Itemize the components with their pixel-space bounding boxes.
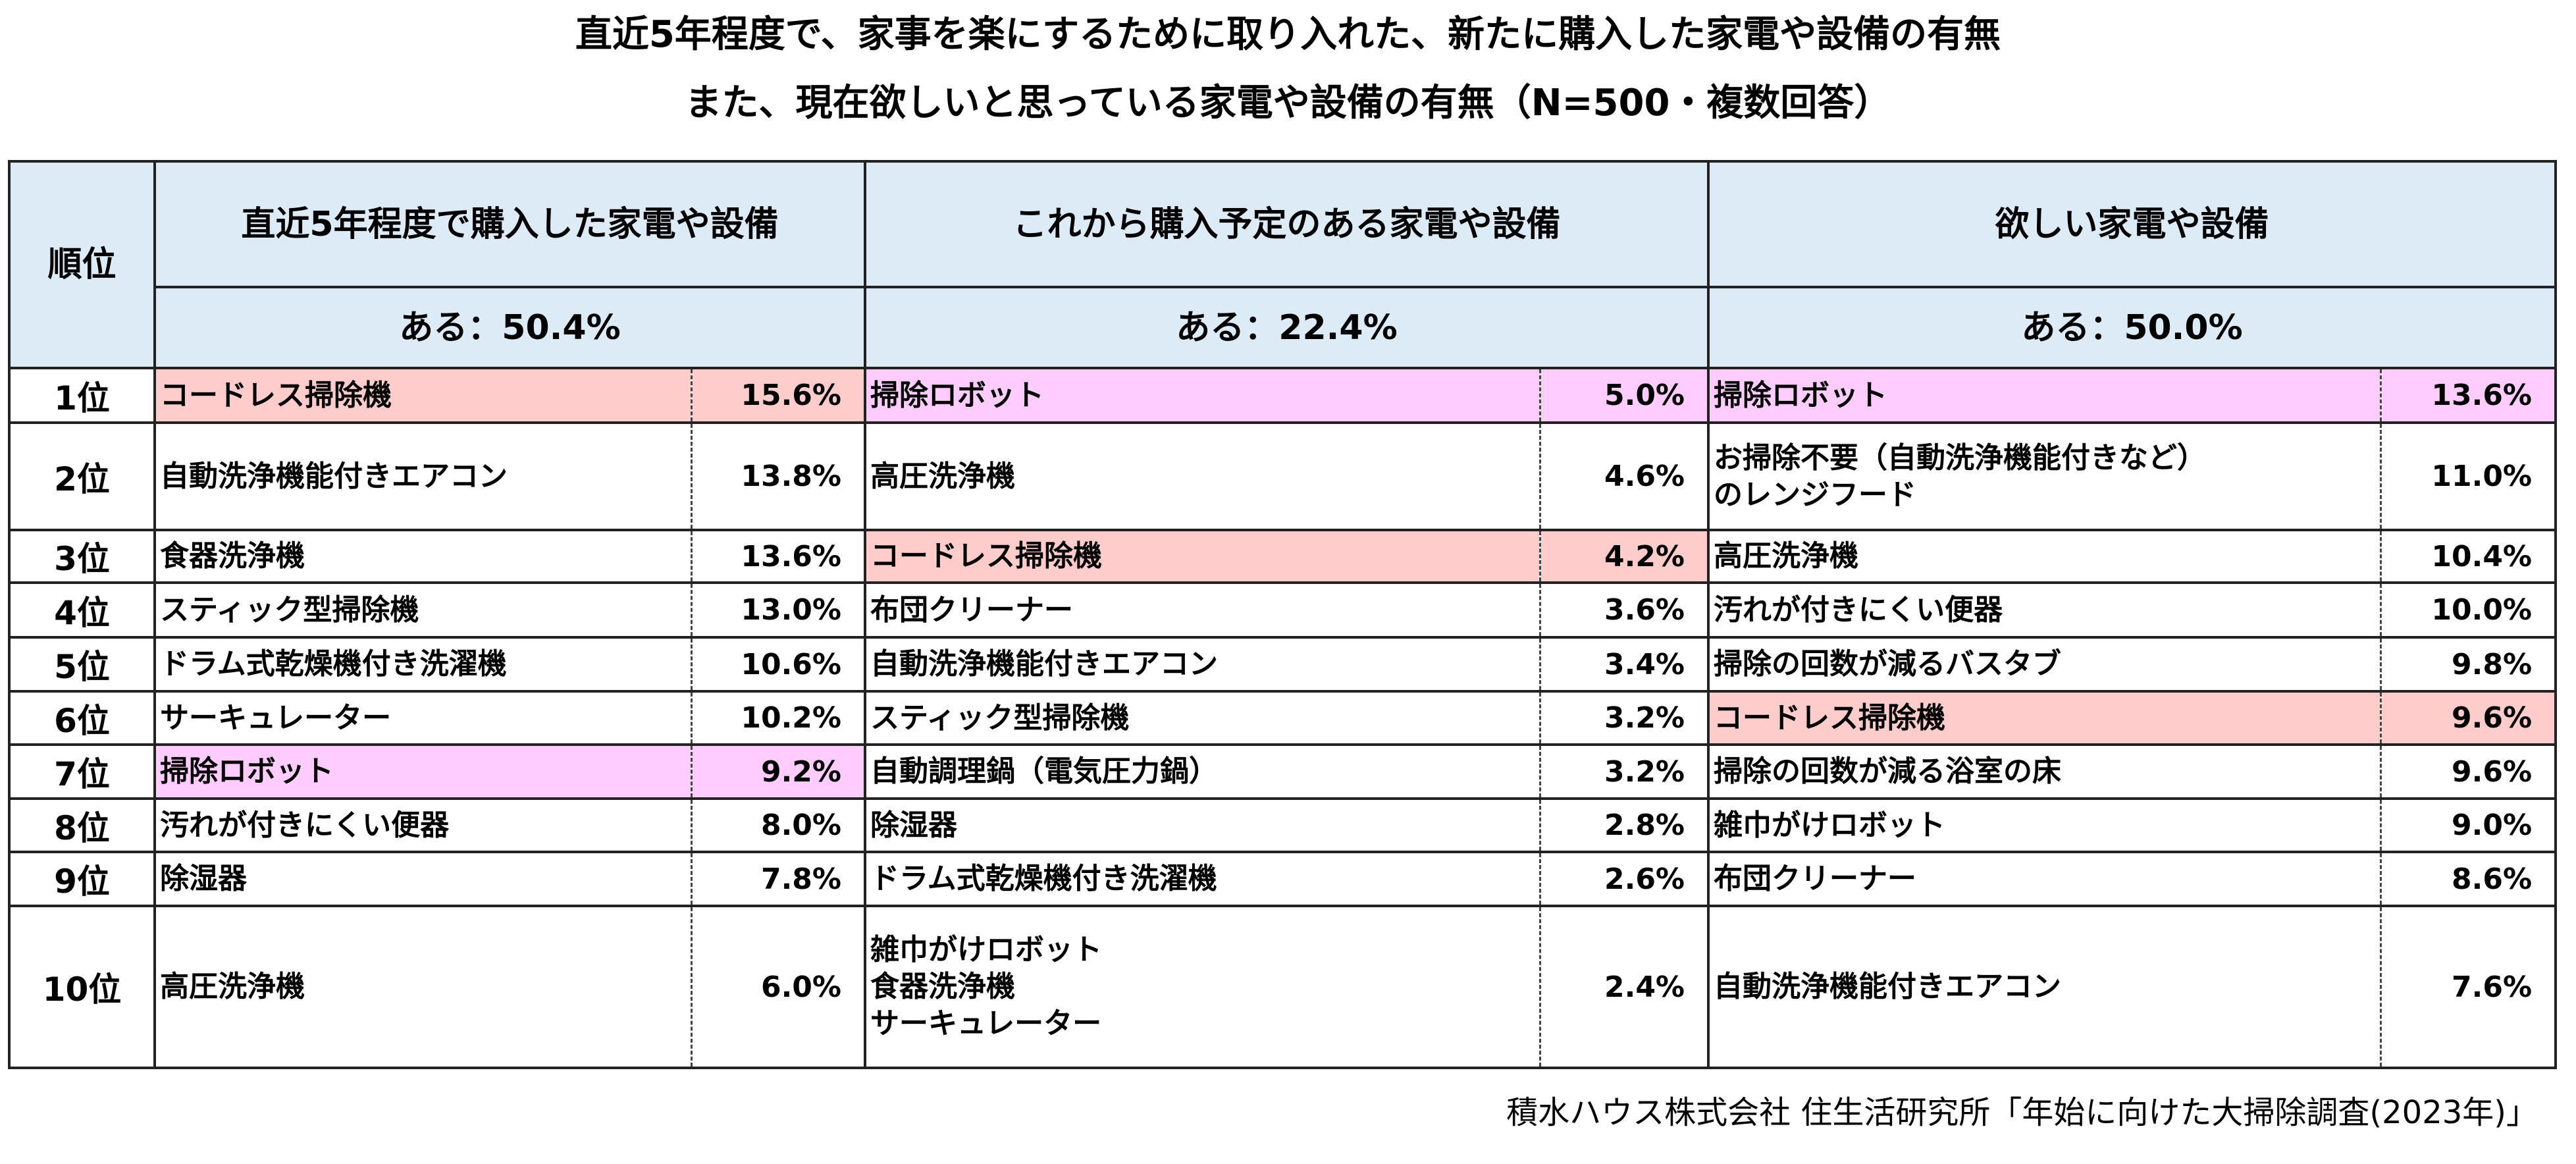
item-name-purchased: 掃除ロボット <box>153 743 693 800</box>
item-percent-wanted: 8.6% <box>2379 851 2558 907</box>
item-percent-planned: 2.6% <box>1538 851 1710 907</box>
rank-cell: 7位 <box>8 743 156 800</box>
item-percent-purchased: 10.6% <box>690 636 866 693</box>
rank-cell: 6位 <box>8 690 156 746</box>
item-percent-wanted: 9.6% <box>2379 690 2558 746</box>
item-percent-planned: 3.2% <box>1538 743 1710 800</box>
item-percent-planned: 3.2% <box>1538 690 1710 746</box>
column-header-planned: これから購入予定のある家電や設備 <box>863 160 1710 288</box>
item-name-planned: 除湿器 <box>864 797 1541 853</box>
column-header-purchased: 直近5年程度で購入した家電や設備 <box>153 160 866 288</box>
item-percent-wanted: 13.6% <box>2379 367 2558 424</box>
rank-cell: 10位 <box>8 905 156 1069</box>
source-footer: 積水ハウス株式会社 住生活研究所「年始に向けた大掃除調査(2023年)」 <box>1506 1094 2538 1131</box>
table-row: 9位 除湿器 7.8% ドラム式乾燥機付き洗濯機 2.6% 布団クリーナー 8.6% <box>8 851 2558 907</box>
summary-wanted: ある：50.0% <box>1707 286 2558 369</box>
item-percent-purchased: 13.8% <box>690 421 866 531</box>
table-row: 2位 自動洗浄機能付きエアコン 13.8% 高圧洗浄機 4.6% お掃除不要（自動洗浄機能… <box>8 421 2558 531</box>
item-percent-planned: 5.0% <box>1538 367 1710 424</box>
item-percent-planned: 4.2% <box>1538 529 1710 584</box>
item-percent-purchased: 13.6% <box>690 529 866 584</box>
item-percent-wanted: 11.0% <box>2379 421 2558 531</box>
item-name-planned: 布団クリーナー <box>864 581 1541 639</box>
item-name-purchased: 自動洗浄機能付きエアコン <box>153 421 693 531</box>
item-percent-wanted: 9.8% <box>2379 636 2558 693</box>
item-name-wanted: コードレス掃除機 <box>1707 690 2382 746</box>
table-row: 3位 食器洗浄機 13.6% コードレス掃除機 4.2% 高圧洗浄機 10.4% <box>8 529 2558 584</box>
item-name-planned: ドラム式乾燥機付き洗濯機 <box>864 851 1541 907</box>
table-row: 7位 掃除ロボット 9.2% 自動調理鍋（電気圧力鍋） 3.2% 掃除の回数が減る浴室の床… <box>8 743 2558 800</box>
item-percent-wanted: 9.0% <box>2379 797 2558 853</box>
item-name-planned: 自動調理鍋（電気圧力鍋） <box>864 743 1541 800</box>
item-percent-purchased: 8.0% <box>690 797 866 853</box>
ranking-table: 順位 直近5年程度で購入した家電や設備 これから購入予定のある家電や設備 欲しい… <box>8 160 2558 1069</box>
table-row: 8位 汚れが付きにくい便器 8.0% 除湿器 2.8% 雑巾がけロボット 9.0% <box>8 797 2558 853</box>
summary-planned: ある：22.4% <box>863 286 1710 369</box>
item-percent-purchased: 15.6% <box>690 367 866 424</box>
item-percent-purchased: 13.0% <box>690 581 866 639</box>
item-percent-planned: 2.8% <box>1538 797 1710 853</box>
title-line-2: また、現在欲しいと思っている家電や設備の有無（N=500・複数回答） <box>685 82 1891 124</box>
table-row: 10位 高圧洗浄機 6.0% 雑巾がけロボット 食器洗浄機 サーキュレーター 2.4% 自… <box>8 905 2558 1069</box>
item-percent-purchased: 6.0% <box>690 905 866 1069</box>
item-percent-purchased: 9.2% <box>690 743 866 800</box>
item-percent-purchased: 10.2% <box>690 690 866 746</box>
item-name-wanted: 汚れが付きにくい便器 <box>1707 581 2382 639</box>
item-name-planned: 自動洗浄機能付きエアコン <box>864 636 1541 693</box>
item-name-wanted: 掃除の回数が減るバスタブ <box>1707 636 2382 693</box>
item-name-purchased: 汚れが付きにくい便器 <box>153 797 693 853</box>
rank-cell: 3位 <box>8 529 156 584</box>
item-percent-planned: 2.4% <box>1538 905 1710 1069</box>
rank-cell: 1位 <box>8 367 156 424</box>
item-percent-wanted: 7.6% <box>2379 905 2558 1069</box>
item-name-planned: コードレス掃除機 <box>864 529 1541 584</box>
item-name-purchased: スティック型掃除機 <box>153 581 693 639</box>
item-name-planned: 高圧洗浄機 <box>864 421 1541 531</box>
item-name-wanted: 布団クリーナー <box>1707 851 2382 907</box>
item-percent-planned: 3.6% <box>1538 581 1710 639</box>
rank-cell: 8位 <box>8 797 156 853</box>
table-row: 6位 サーキュレーター 10.2% スティック型掃除機 3.2% コードレス掃除機 9.6% <box>8 690 2558 746</box>
item-name-planned: スティック型掃除機 <box>864 690 1541 746</box>
rank-header: 順位 <box>8 160 156 369</box>
rank-cell: 2位 <box>8 421 156 531</box>
rank-cell: 5位 <box>8 636 156 693</box>
item-percent-wanted: 10.0% <box>2379 581 2558 639</box>
item-name-purchased: 高圧洗浄機 <box>153 905 693 1069</box>
item-name-wanted: 雑巾がけロボット <box>1707 797 2382 853</box>
item-percent-planned: 4.6% <box>1538 421 1710 531</box>
item-name-wanted: お掃除不要（自動洗浄機能付きなど） のレンジフード <box>1707 421 2382 531</box>
item-name-purchased: 食器洗浄機 <box>153 529 693 584</box>
item-name-purchased: サーキュレーター <box>153 690 693 746</box>
item-percent-wanted: 10.4% <box>2379 529 2558 584</box>
column-header-wanted: 欲しい家電や設備 <box>1707 160 2558 288</box>
item-name-wanted: 掃除ロボット <box>1707 367 2382 424</box>
item-name-purchased: ドラム式乾燥機付き洗濯機 <box>153 636 693 693</box>
table-row: 4位 スティック型掃除機 13.0% 布団クリーナー 3.6% 汚れが付きにくい便器 10.… <box>8 581 2558 639</box>
rank-cell: 4位 <box>8 581 156 639</box>
table-row: 1位 コードレス掃除機 15.6% 掃除ロボット 5.0% 掃除ロボット 13.6% <box>8 367 2558 424</box>
table-row: 5位 ドラム式乾燥機付き洗濯機 10.6% 自動洗浄機能付きエアコン 3.4% 掃除の回数… <box>8 636 2558 693</box>
item-percent-planned: 3.4% <box>1538 636 1710 693</box>
item-name-purchased: 除湿器 <box>153 851 693 907</box>
item-percent-wanted: 9.6% <box>2379 743 2558 800</box>
item-name-planned: 雑巾がけロボット 食器洗浄機 サーキュレーター <box>864 905 1541 1069</box>
item-name-wanted: 掃除の回数が減る浴室の床 <box>1707 743 2382 800</box>
item-name-purchased: コードレス掃除機 <box>153 367 693 424</box>
item-percent-purchased: 7.8% <box>690 851 866 907</box>
title-line-1: 直近5年程度で、家事を楽にするために取り入れた、新たに購入した家電や設備の有無 <box>575 13 2001 56</box>
item-name-wanted: 高圧洗浄機 <box>1707 529 2382 584</box>
item-name-planned: 掃除ロボット <box>864 367 1541 424</box>
summary-purchased: ある：50.4% <box>153 286 866 369</box>
rank-cell: 9位 <box>8 851 156 907</box>
item-name-wanted: 自動洗浄機能付きエアコン <box>1707 905 2382 1069</box>
